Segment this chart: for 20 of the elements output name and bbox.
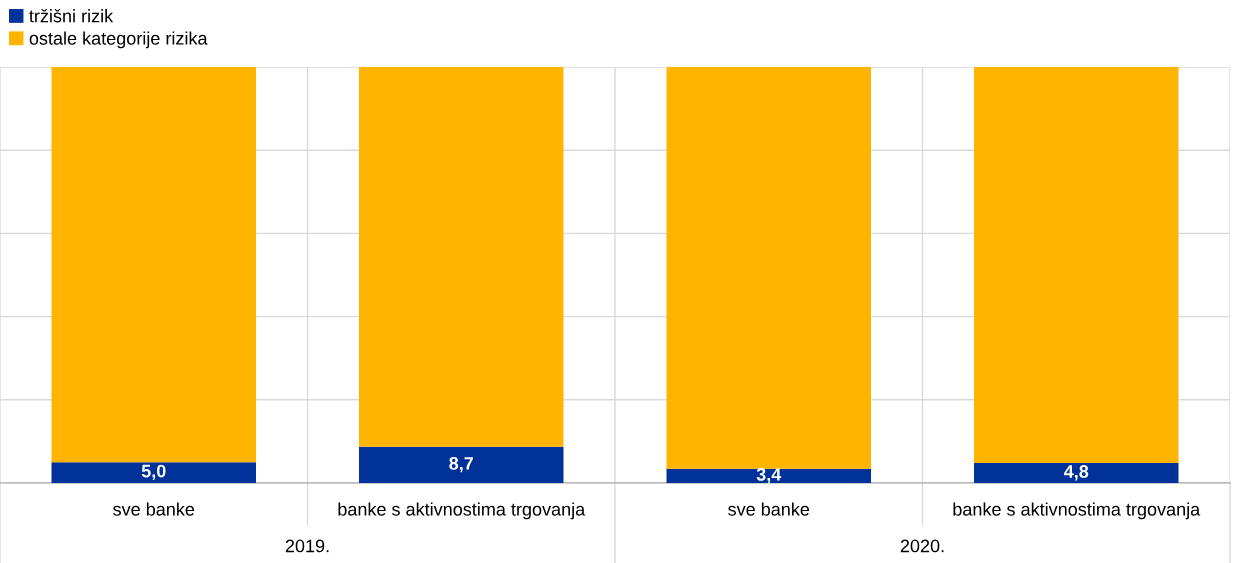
x-tick-label: sve banke xyxy=(728,502,810,516)
text: 2019. xyxy=(285,539,329,553)
data-label: 5,0 xyxy=(141,464,166,481)
bar xyxy=(666,468,871,483)
bar xyxy=(51,67,256,463)
data-label: 3,4 xyxy=(756,467,782,484)
data-label: 8,7 xyxy=(449,456,474,473)
bar xyxy=(666,67,871,469)
bar xyxy=(359,446,564,483)
bar xyxy=(359,67,564,447)
x-tick-label: banke s aktivnostima trgovanja xyxy=(338,502,586,520)
bar xyxy=(974,463,1179,483)
x-tick-label: sve banke xyxy=(113,502,195,516)
bar xyxy=(974,67,1179,464)
legend-label: ostale kategorije rizika xyxy=(29,31,208,49)
x-tick-label: banke s aktivnostima trgovanja xyxy=(953,502,1201,520)
text: 2020. xyxy=(900,539,944,553)
data-label: 4,8 xyxy=(1063,465,1089,481)
legend-label: tržišni rizik xyxy=(29,9,114,23)
bar xyxy=(51,462,256,483)
